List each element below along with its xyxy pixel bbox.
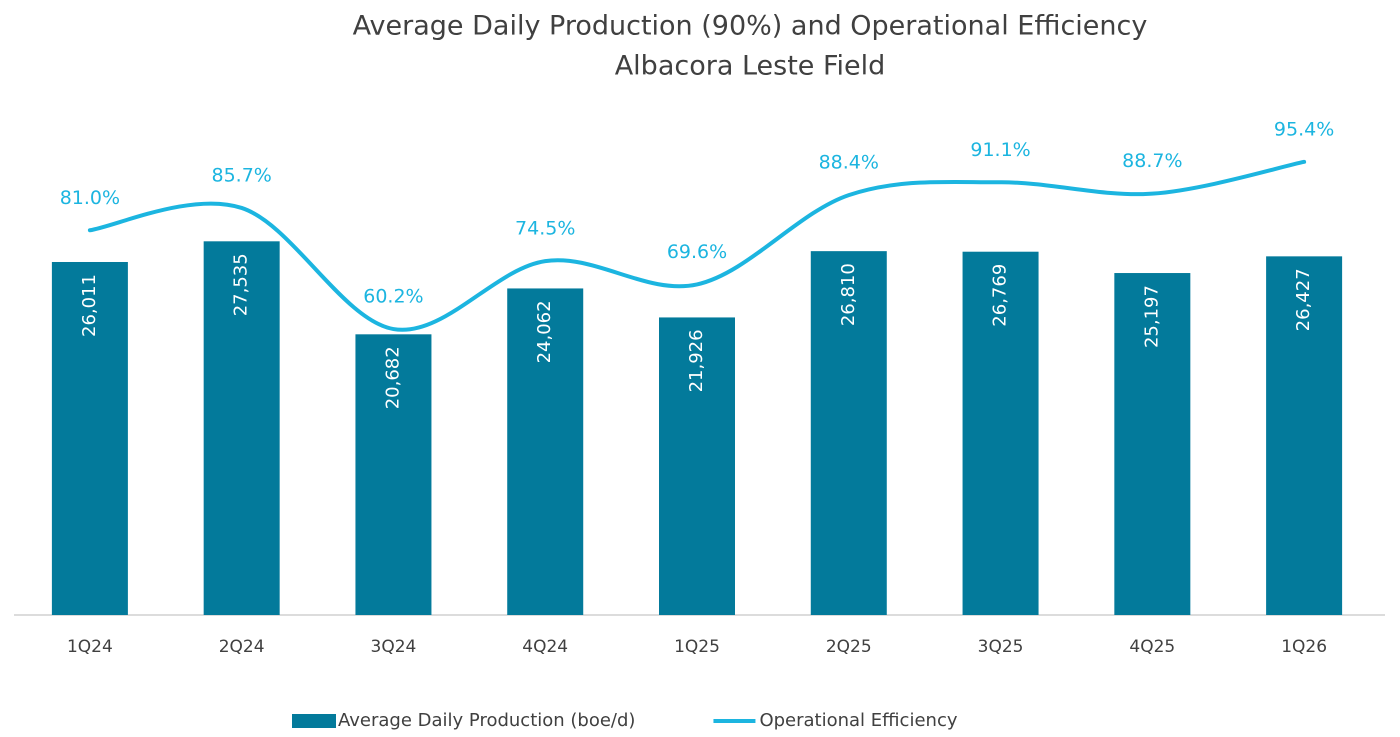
x-tick-label: 3Q24 — [371, 637, 417, 657]
bar — [1266, 256, 1343, 615]
x-tick-label: 4Q24 — [522, 637, 568, 657]
x-tick-label: 4Q25 — [1129, 637, 1175, 657]
line-value-label: 69.6% — [667, 241, 727, 263]
bar-value-label: 20,682 — [382, 346, 403, 409]
line-value-label: 91.1% — [970, 139, 1030, 161]
legend-label: Average Daily Production (boe/d) — [338, 710, 635, 731]
legend-swatch — [292, 714, 336, 728]
bar — [1114, 273, 1191, 615]
bar — [659, 317, 735, 615]
x-tick-label: 1Q26 — [1281, 637, 1327, 657]
line-value-label: 85.7% — [211, 164, 271, 186]
bar-value-label: 26,011 — [79, 274, 100, 337]
x-tick-label: 1Q24 — [67, 637, 113, 657]
line-value-label: 74.5% — [515, 218, 575, 240]
chart-subtitle: Albacora Leste Field — [615, 51, 886, 82]
bar — [810, 251, 887, 615]
bar — [51, 261, 128, 615]
chart-title: Average Daily Production (90%) and Opera… — [353, 11, 1148, 42]
line-value-label: 95.4% — [1274, 118, 1334, 140]
line-value-label: 60.2% — [363, 286, 423, 308]
line-value-label: 81.0% — [60, 187, 120, 209]
bar-value-label: 26,427 — [1293, 268, 1314, 331]
bar — [962, 251, 1039, 615]
bar-value-label: 21,926 — [686, 329, 707, 392]
x-tick-label: 3Q25 — [978, 637, 1024, 657]
bar-value-label: 26,810 — [838, 263, 859, 326]
bar-value-label: 25,197 — [1141, 285, 1162, 348]
line — [87, 159, 1307, 332]
bar-value-label: 26,769 — [990, 264, 1011, 327]
bar — [355, 334, 432, 615]
x-tick-label: 2Q24 — [219, 637, 265, 657]
bar-value-label: 24,062 — [534, 300, 555, 363]
bar-value-label: 27,535 — [231, 253, 252, 316]
line-value-label: 88.4% — [819, 152, 879, 174]
bar — [507, 288, 584, 615]
bar — [203, 241, 280, 615]
x-tick-label: 1Q25 — [674, 637, 720, 657]
x-tick-label: 2Q25 — [826, 637, 872, 657]
line-value-label: 88.7% — [1122, 150, 1182, 172]
legend-label: Operational Efficiency — [759, 710, 957, 731]
